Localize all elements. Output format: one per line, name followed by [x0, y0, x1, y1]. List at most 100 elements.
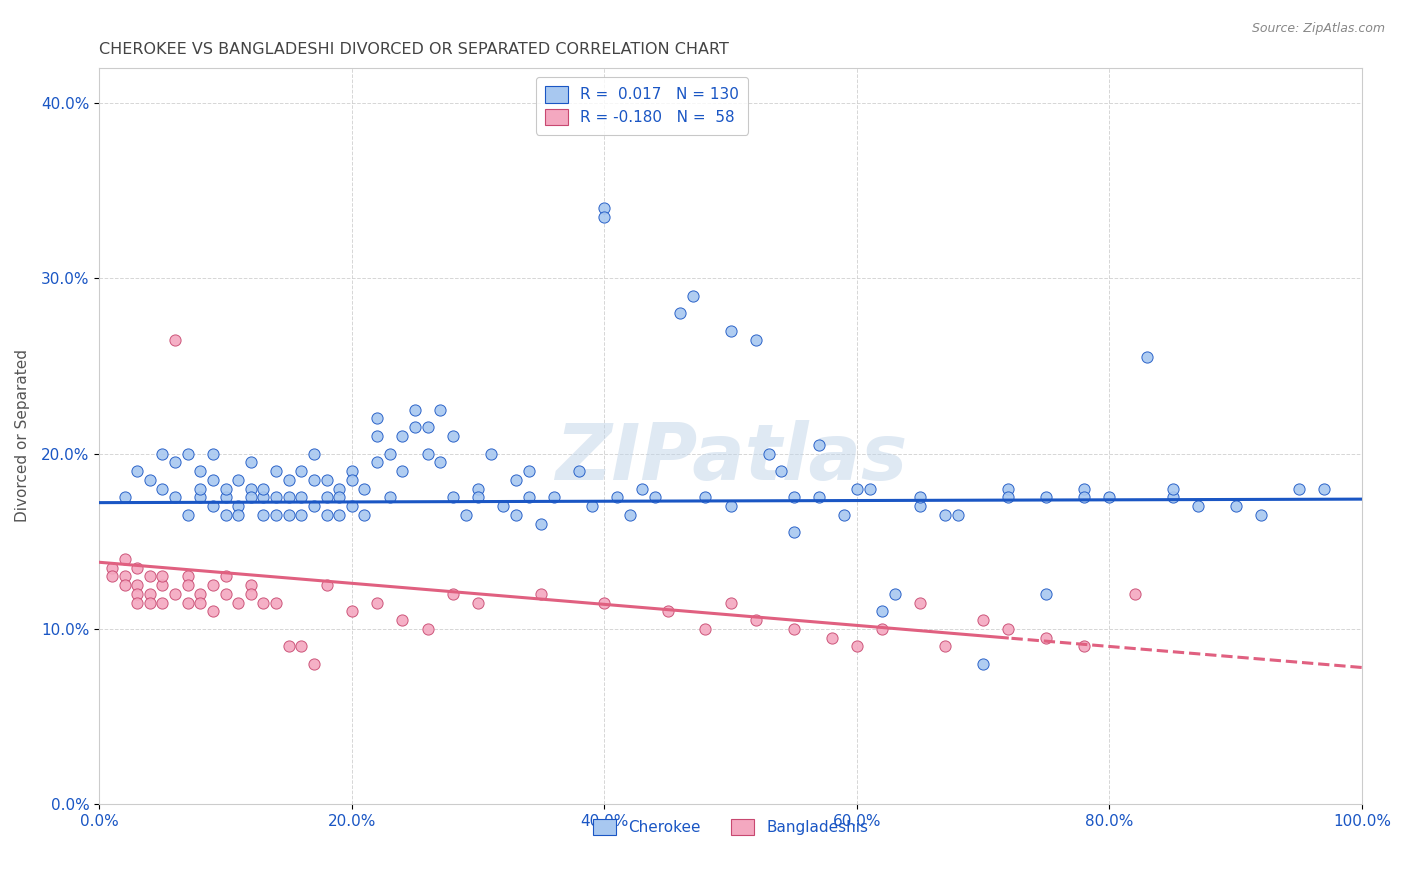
Point: [441, 491, 464, 505]
Point: [517, 491, 540, 505]
Point: [353, 482, 375, 496]
Point: [152, 482, 174, 496]
Point: [404, 420, 426, 434]
Point: [1073, 491, 1095, 505]
Point: [593, 596, 616, 610]
Point: [997, 482, 1019, 496]
Point: [277, 508, 299, 522]
Point: [114, 551, 136, 566]
Point: [783, 622, 806, 636]
Point: [1187, 499, 1209, 513]
Point: [530, 587, 553, 601]
Point: [214, 587, 236, 601]
Point: [201, 446, 224, 460]
Point: [454, 508, 477, 522]
Point: [340, 464, 363, 478]
Point: [214, 482, 236, 496]
Point: [505, 508, 527, 522]
Point: [568, 464, 591, 478]
Point: [252, 596, 274, 610]
Point: [226, 499, 249, 513]
Point: [302, 446, 325, 460]
Point: [264, 491, 287, 505]
Point: [152, 569, 174, 583]
Point: [593, 210, 616, 224]
Point: [695, 622, 717, 636]
Point: [1161, 482, 1184, 496]
Point: [315, 508, 337, 522]
Point: [165, 455, 187, 469]
Point: [214, 491, 236, 505]
Point: [416, 446, 439, 460]
Point: [114, 578, 136, 592]
Point: [264, 508, 287, 522]
Point: [290, 508, 312, 522]
Point: [1136, 350, 1159, 364]
Point: [188, 464, 211, 478]
Point: [391, 464, 413, 478]
Point: [1073, 482, 1095, 496]
Point: [593, 201, 616, 215]
Text: CHEROKEE VS BANGLADESHI DIVORCED OR SEPARATED CORRELATION CHART: CHEROKEE VS BANGLADESHI DIVORCED OR SEPA…: [100, 42, 730, 57]
Point: [152, 578, 174, 592]
Point: [188, 491, 211, 505]
Point: [997, 622, 1019, 636]
Point: [1250, 508, 1272, 522]
Point: [745, 333, 768, 347]
Point: [1288, 482, 1310, 496]
Point: [127, 560, 149, 574]
Point: [353, 508, 375, 522]
Point: [505, 473, 527, 487]
Point: [165, 333, 187, 347]
Point: [908, 499, 931, 513]
Point: [1035, 491, 1057, 505]
Point: [720, 324, 742, 338]
Point: [934, 508, 956, 522]
Point: [340, 499, 363, 513]
Point: [1123, 587, 1146, 601]
Point: [467, 596, 489, 610]
Point: [290, 491, 312, 505]
Point: [972, 613, 994, 627]
Point: [340, 473, 363, 487]
Point: [340, 604, 363, 618]
Point: [908, 491, 931, 505]
Point: [315, 578, 337, 592]
Point: [101, 569, 124, 583]
Point: [188, 482, 211, 496]
Point: [1313, 482, 1336, 496]
Point: [845, 482, 868, 496]
Point: [808, 438, 831, 452]
Point: [127, 464, 149, 478]
Point: [177, 578, 200, 592]
Point: [201, 604, 224, 618]
Point: [997, 491, 1019, 505]
Y-axis label: Divorced or Separated: Divorced or Separated: [15, 350, 30, 523]
Text: ZIPatlas: ZIPatlas: [554, 420, 907, 496]
Point: [239, 482, 262, 496]
Point: [644, 491, 666, 505]
Point: [177, 508, 200, 522]
Point: [870, 622, 893, 636]
Legend: Cherokee, Bangladeshis: Cherokee, Bangladeshis: [583, 810, 877, 845]
Point: [302, 657, 325, 671]
Point: [139, 569, 162, 583]
Point: [870, 604, 893, 618]
Point: [152, 446, 174, 460]
Point: [239, 578, 262, 592]
Point: [277, 473, 299, 487]
Point: [606, 491, 628, 505]
Point: [214, 508, 236, 522]
Point: [328, 508, 350, 522]
Point: [226, 473, 249, 487]
Point: [416, 420, 439, 434]
Point: [821, 631, 844, 645]
Point: [239, 455, 262, 469]
Point: [328, 482, 350, 496]
Point: [252, 482, 274, 496]
Point: [201, 473, 224, 487]
Point: [416, 622, 439, 636]
Point: [631, 482, 654, 496]
Point: [252, 508, 274, 522]
Point: [1035, 587, 1057, 601]
